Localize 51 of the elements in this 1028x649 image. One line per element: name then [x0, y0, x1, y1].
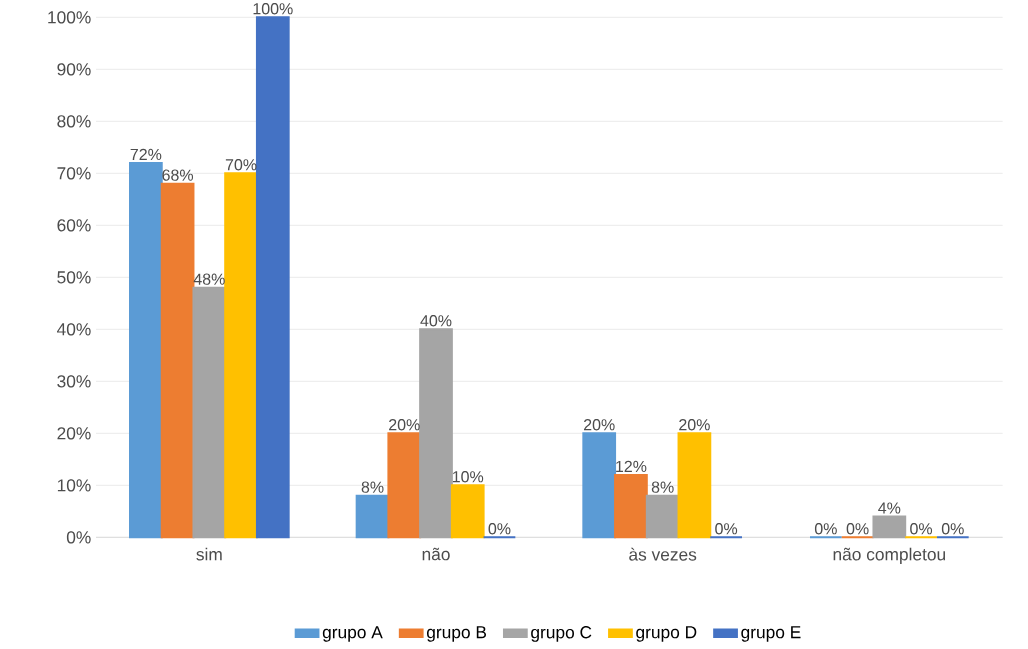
bar: [224, 172, 258, 539]
bar: [450, 484, 485, 539]
data-label: 0%: [846, 522, 869, 535]
data-label: 12%: [616, 460, 647, 472]
data-label: 72%: [130, 148, 162, 160]
y-tick-label: 100%: [48, 11, 91, 24]
x-tick-label: sim: [196, 547, 222, 561]
data-label: 100%: [253, 2, 293, 15]
legend-label: grupo C: [531, 625, 592, 642]
data-label: 0%: [715, 522, 738, 535]
data-label: 0%: [488, 522, 511, 535]
bar: [614, 473, 648, 539]
data-label: 0%: [910, 522, 933, 535]
x-tick-label: não: [422, 547, 450, 561]
legend-label: grupo A: [322, 626, 383, 642]
bar: [129, 161, 163, 539]
data-label: 0%: [814, 522, 837, 535]
bar: [419, 328, 453, 539]
x-tick-label: não completou: [833, 547, 946, 564]
y-tick-label: 10%: [57, 479, 91, 492]
y-tick-label: 40%: [57, 323, 91, 336]
data-label: 40%: [420, 314, 452, 327]
y-tick-label: 0%: [66, 531, 91, 544]
bar: [192, 286, 227, 539]
bar: [387, 432, 422, 539]
x-tick-label: às vezes: [629, 547, 697, 561]
y-tick-label: 90%: [57, 63, 91, 76]
data-label: 20%: [679, 418, 710, 431]
data-label: 8%: [651, 481, 674, 493]
legend-label: grupo B: [427, 626, 487, 642]
data-label: 4%: [878, 502, 901, 514]
bar: [645, 494, 680, 539]
data-label: 10%: [452, 470, 484, 483]
data-label: 8%: [361, 481, 384, 493]
legend-label: grupo D: [636, 626, 697, 642]
bar: [677, 432, 712, 539]
y-tick-label: 80%: [57, 115, 91, 128]
legend-label: grupo E: [741, 626, 801, 642]
data-label: 20%: [389, 418, 420, 431]
bar: [872, 515, 907, 539]
bar: [255, 16, 290, 539]
bar: [582, 432, 617, 539]
y-tick-label: 60%: [57, 219, 91, 232]
y-tick-label: 70%: [57, 167, 91, 180]
bar: [355, 494, 390, 539]
data-label: 0%: [941, 522, 964, 535]
y-tick-label: 50%: [57, 271, 91, 284]
bar: [160, 182, 195, 539]
y-tick-label: 20%: [57, 427, 91, 440]
y-tick-label: 30%: [57, 375, 91, 388]
data-label: 20%: [583, 418, 615, 431]
